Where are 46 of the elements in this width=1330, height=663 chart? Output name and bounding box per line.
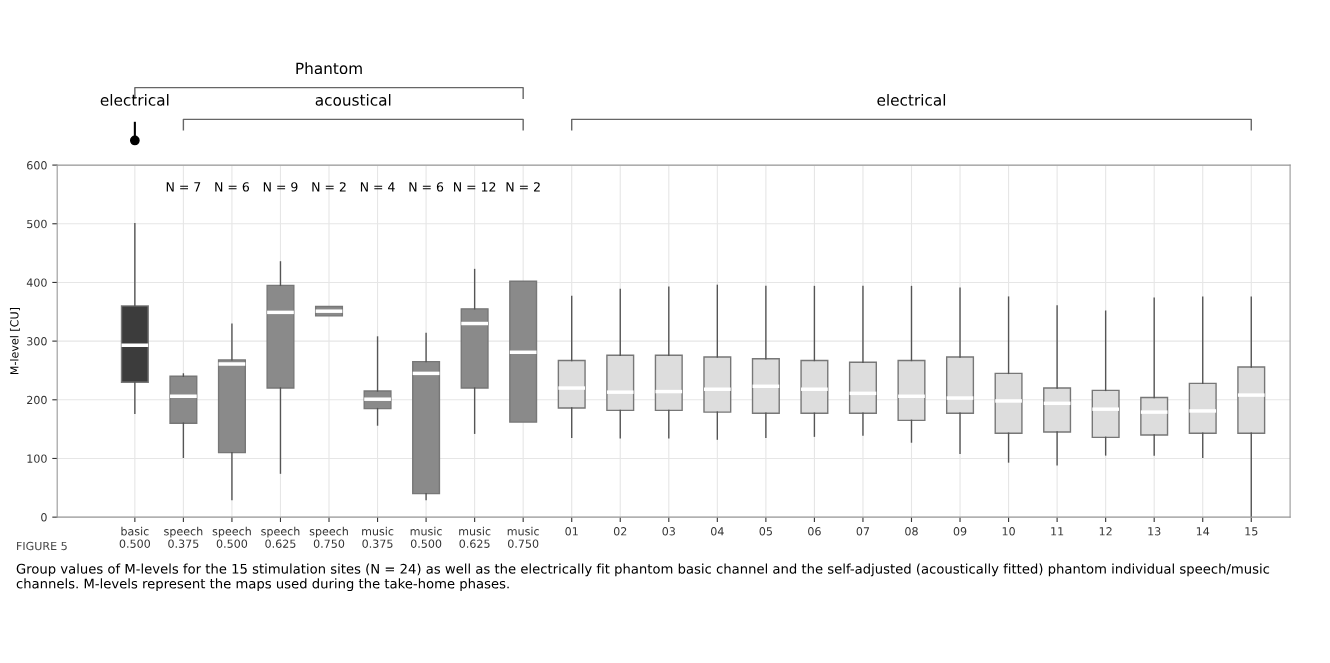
y-tick-label: 300 <box>27 337 47 346</box>
text: electrical <box>100 93 169 106</box>
x-tick-label: 10 <box>1002 527 1015 536</box>
x-tick-label: music 0.750 <box>507 526 539 548</box>
annotation: N = 12 <box>454 182 496 192</box>
annotation: N = 7 <box>166 182 201 192</box>
text: Phantom <box>296 62 362 75</box>
text: acoustical <box>315 93 391 106</box>
annotation: N = 6 <box>215 182 250 192</box>
caption: FIGURE 5 <box>17 541 67 551</box>
x-tick-label: music 0.500 <box>410 526 442 548</box>
x-tick-label: speech 0.625 <box>261 526 300 548</box>
annotation: N = 9 <box>263 182 298 192</box>
text: electrical <box>877 93 946 106</box>
x-tick-label: 12 <box>1099 527 1112 536</box>
x-tick-label: 13 <box>1148 527 1161 536</box>
y-tick-label: 0 <box>41 513 47 522</box>
annotation: N = 2 <box>506 182 540 192</box>
x-tick-label: 03 <box>662 527 675 536</box>
x-tick-label: music 0.625 <box>459 526 491 548</box>
x-tick-label: speech 0.750 <box>309 526 348 548</box>
x-tick-label: 11 <box>1051 527 1064 536</box>
annotation: N = 4 <box>360 182 395 192</box>
y-tick-label: 400 <box>26 278 47 287</box>
x-tick-label: 07 <box>856 527 870 536</box>
x-tick-label: speech 0.375 <box>164 526 203 548</box>
x-tick-label: 04 <box>710 527 724 536</box>
x-tick-label: 14 <box>1196 527 1210 536</box>
x-tick-label: 15 <box>1245 527 1258 536</box>
y-tick-label: 600 <box>27 161 47 170</box>
x-tick-label: 09 <box>953 527 967 536</box>
x-tick-label: 01 <box>565 527 578 536</box>
x-tick-label: 06 <box>808 527 821 536</box>
x-tick-label: 08 <box>905 527 918 536</box>
y-tick-label: 100 <box>27 454 47 463</box>
x-tick-label: 05 <box>759 527 772 536</box>
x-tick-label: basic 0.500 <box>119 526 151 548</box>
annotation: N = 6 <box>409 182 444 192</box>
x-tick-label: music 0.375 <box>362 526 394 548</box>
x-tick-label: speech 0.500 <box>212 526 251 548</box>
text: Group values of M-levels for the 15 stimulation sites (N = 24) as well as the electrically fit phantom basic channel and the self-adjusted (acoustically fitted) phantom individual speech/music channels. M-levels represent the maps used during the take-home phases. <box>16 563 1270 592</box>
y-axis-title: M-level [CU] <box>9 308 20 375</box>
annotation: N = 2 <box>312 182 346 192</box>
y-tick-label: 200 <box>27 395 47 405</box>
x-tick-label: 02 <box>613 527 627 536</box>
y-tick-label: 500 <box>27 219 47 229</box>
